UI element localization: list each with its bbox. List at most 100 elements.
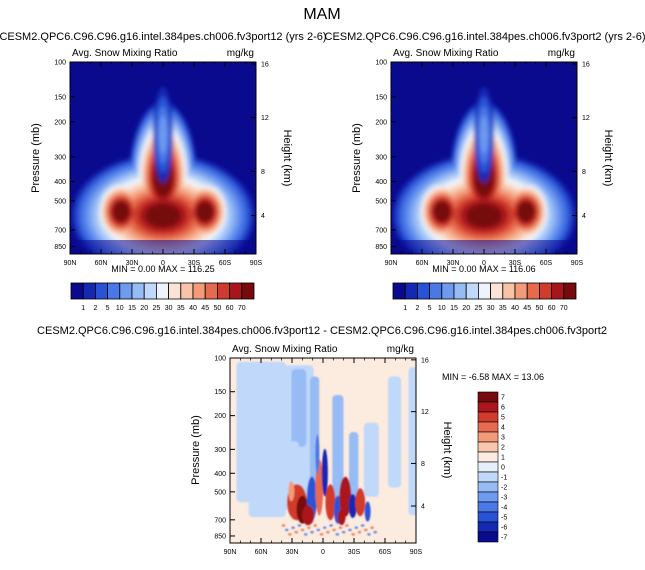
colorbar-box	[417, 283, 429, 299]
y-axis-label: Pressure (mb)	[30, 123, 42, 193]
colorbar-box	[430, 283, 442, 299]
colorbar-label: 20	[462, 305, 470, 312]
colorbar-label: 1	[403, 305, 407, 312]
colorbar-label: 35	[177, 305, 185, 312]
y-tick-label: 300	[214, 447, 226, 454]
y-tick-label: 200	[375, 119, 387, 126]
colorbar-label: -4	[501, 505, 507, 512]
panel-title: CESM2.QPC6.C96.C96.g16.intel.384pes.ch00…	[37, 325, 607, 337]
y-right-tick-label: 4	[421, 504, 425, 511]
x-tick-label: 60S	[540, 260, 553, 267]
min-max-stats: MIN = 0.00 MAX = 116.25	[111, 264, 214, 274]
y-axis-label: Pressure (mb)	[351, 123, 363, 193]
y-right-axis-label: Height (km)	[281, 130, 293, 187]
y-right-tick-label: 16	[582, 61, 590, 68]
y-right-tick-label: 12	[582, 115, 590, 122]
surface-speckle	[355, 527, 358, 529]
colorbar-label: 25	[475, 305, 483, 312]
x-tick-label: 0	[321, 549, 325, 556]
surface-speckle	[367, 533, 370, 535]
surface-speckle	[304, 533, 307, 535]
x-tick-label: 90S	[571, 260, 584, 267]
colorbar-box	[564, 283, 576, 299]
colorbar-label: 4	[501, 425, 505, 432]
panel-variable-label: Avg. Snow Mixing Ratio	[393, 48, 499, 59]
colorbar-label: 50	[214, 305, 222, 312]
colorbar-box	[217, 283, 229, 299]
surface-speckle	[352, 533, 355, 535]
y-tick-label: 500	[375, 198, 387, 205]
y-axis-label: Pressure (mb)	[190, 415, 202, 485]
min-max-stats: MIN = 0.00 MAX = 116.06	[432, 264, 535, 274]
colorbar-box	[230, 283, 242, 299]
colorbar-box	[478, 482, 498, 492]
colorbar-box	[478, 492, 498, 502]
surface-speckle	[348, 529, 351, 531]
field-stripe	[364, 423, 379, 497]
y-tick-label: 100	[214, 356, 226, 363]
surface-speckle	[371, 527, 374, 529]
anomaly-cell	[315, 434, 319, 474]
y-tick-label: 500	[214, 489, 226, 496]
surface-speckle	[288, 533, 291, 535]
surface-speckle	[320, 533, 323, 535]
heatmap-plot	[230, 358, 418, 543]
colorbar-label: 6	[501, 405, 505, 412]
y-tick-label: 200	[214, 413, 226, 420]
x-tick-label: 60N	[255, 549, 268, 556]
surface-speckle	[336, 533, 339, 535]
colorbar-box	[478, 402, 498, 412]
surface-speckle	[285, 529, 288, 531]
colorbar-label: 30	[487, 305, 495, 312]
surface-speckle	[361, 525, 364, 527]
surface-speckle	[342, 531, 345, 533]
colorbar-label: 7	[501, 395, 505, 402]
y-right-tick-label: 8	[582, 169, 586, 176]
colorbar-label: -3	[501, 495, 507, 502]
y-tick-label: 300	[54, 154, 66, 161]
colorbar-box	[95, 283, 107, 299]
colorbar-box	[478, 472, 498, 482]
colorbar-label: 30	[165, 305, 173, 312]
surface-speckle	[282, 525, 285, 527]
colorbar-box	[527, 283, 539, 299]
colorbar-box	[478, 532, 498, 542]
colorbar-box	[71, 283, 83, 299]
x-tick-label: 90N	[385, 260, 398, 267]
contour-spike	[480, 116, 488, 154]
colorbar-label: 50	[536, 305, 544, 312]
colorbar-label: 1	[81, 305, 85, 312]
y-right-axis-label: Height (km)	[602, 130, 614, 187]
colorbar-label: 2	[501, 445, 505, 452]
y-tick-label: 850	[54, 244, 66, 251]
colorbar-label: 45	[523, 305, 531, 312]
y-tick-label: 400	[54, 179, 66, 186]
surface-speckle	[374, 531, 377, 533]
colorbar-label: -7	[501, 535, 507, 542]
panel-variable-label: Avg. Snow Mixing Ratio	[232, 344, 338, 355]
colorbar-box	[169, 283, 181, 299]
colorbar-label: 10	[438, 305, 446, 312]
surface-speckle	[323, 527, 326, 529]
colorbar-label: 35	[499, 305, 507, 312]
colorbar-label: 0	[501, 465, 505, 472]
colorbar-box	[242, 283, 254, 299]
contour-envelope	[146, 204, 181, 228]
colorbar-box	[181, 283, 193, 299]
panel-difference: CESM2.QPC6.C96.C96.g16.intel.384pes.ch00…	[37, 325, 607, 556]
y-right-axis-label: Height (km)	[441, 422, 453, 479]
anomaly-cell	[355, 488, 365, 516]
contour-lobe-left	[113, 202, 130, 222]
x-tick-label: 30N	[286, 549, 299, 556]
x-tick-label: 60S	[379, 549, 392, 556]
colorbar-box	[108, 283, 120, 299]
x-tick-label: 60N	[95, 260, 108, 267]
surface-speckle	[364, 529, 367, 531]
colorbar-label: 60	[548, 305, 556, 312]
panel-units-label: mg/kg	[227, 48, 254, 59]
colorbar-label: 20	[140, 305, 148, 312]
colorbar-label: 45	[201, 305, 209, 312]
anomaly-cell	[288, 481, 294, 501]
surface-speckle	[295, 531, 298, 533]
